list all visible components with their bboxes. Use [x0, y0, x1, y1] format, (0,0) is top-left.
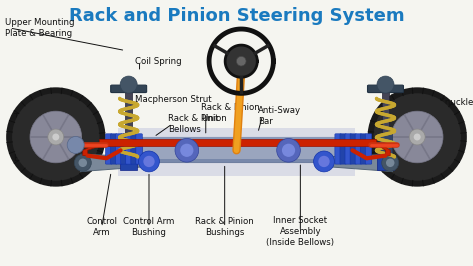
Ellipse shape [314, 151, 334, 172]
Ellipse shape [6, 87, 105, 187]
FancyBboxPatch shape [105, 134, 112, 164]
FancyBboxPatch shape [360, 134, 367, 164]
FancyBboxPatch shape [142, 137, 336, 140]
FancyBboxPatch shape [136, 134, 142, 164]
Ellipse shape [391, 111, 443, 163]
FancyBboxPatch shape [99, 139, 376, 146]
Ellipse shape [377, 76, 394, 93]
Polygon shape [83, 146, 106, 156]
FancyBboxPatch shape [115, 134, 122, 164]
Ellipse shape [53, 134, 59, 140]
Ellipse shape [414, 134, 420, 140]
Ellipse shape [79, 159, 87, 167]
Ellipse shape [120, 76, 137, 93]
Ellipse shape [175, 139, 199, 162]
Text: Control Arm
Bushing: Control Arm Bushing [123, 217, 175, 238]
Polygon shape [322, 154, 393, 172]
Ellipse shape [374, 93, 461, 181]
FancyBboxPatch shape [365, 134, 372, 164]
Text: Outer
Tie-Rod End: Outer Tie-Rod End [14, 124, 66, 144]
Ellipse shape [180, 144, 193, 157]
FancyBboxPatch shape [111, 85, 147, 93]
Ellipse shape [12, 93, 99, 181]
Ellipse shape [282, 144, 295, 157]
Ellipse shape [74, 154, 91, 171]
Text: Tire: Tire [14, 113, 30, 122]
Polygon shape [371, 146, 390, 156]
FancyBboxPatch shape [142, 137, 336, 162]
FancyBboxPatch shape [111, 134, 117, 164]
Text: Steering Knuckle: Steering Knuckle [400, 98, 473, 107]
Ellipse shape [143, 156, 155, 167]
FancyBboxPatch shape [345, 134, 351, 164]
Text: Upper Mounting
Plate & Bearing: Upper Mounting Plate & Bearing [5, 18, 74, 38]
Ellipse shape [139, 151, 159, 172]
FancyBboxPatch shape [350, 134, 357, 164]
FancyBboxPatch shape [118, 128, 355, 176]
FancyBboxPatch shape [125, 90, 132, 165]
Ellipse shape [382, 154, 399, 171]
FancyBboxPatch shape [131, 134, 137, 164]
FancyBboxPatch shape [126, 134, 132, 164]
FancyBboxPatch shape [123, 133, 135, 165]
Text: Ball Joint: Ball Joint [14, 154, 52, 163]
FancyBboxPatch shape [368, 85, 403, 93]
Text: Anti-Sway
Bar: Anti-Sway Bar [258, 106, 301, 126]
FancyBboxPatch shape [355, 134, 361, 164]
Ellipse shape [386, 159, 394, 167]
Text: Rack & Pinion
Unit: Rack & Pinion Unit [201, 103, 260, 123]
Text: Inner Socket
Assembly
(Inside Bellows): Inner Socket Assembly (Inside Bellows) [266, 216, 334, 247]
Text: Macpherson Strut: Macpherson Strut [135, 95, 211, 104]
Text: Control
Arm: Control Arm [86, 217, 117, 238]
FancyBboxPatch shape [377, 154, 394, 170]
Ellipse shape [318, 156, 330, 167]
Ellipse shape [225, 45, 257, 77]
Ellipse shape [277, 139, 300, 162]
FancyBboxPatch shape [120, 154, 137, 170]
FancyBboxPatch shape [340, 134, 346, 164]
FancyBboxPatch shape [121, 134, 127, 164]
Ellipse shape [30, 111, 82, 163]
Text: Rack & Pinion
Bellows: Rack & Pinion Bellows [168, 114, 227, 134]
Ellipse shape [48, 129, 64, 145]
Ellipse shape [368, 87, 467, 187]
FancyBboxPatch shape [379, 133, 392, 165]
FancyBboxPatch shape [335, 134, 342, 164]
Polygon shape [80, 154, 151, 172]
Text: Rack and Pinion Steering System: Rack and Pinion Steering System [69, 7, 404, 25]
FancyBboxPatch shape [382, 90, 389, 165]
FancyBboxPatch shape [142, 159, 336, 162]
Text: Rack & Pinion
Bushings: Rack & Pinion Bushings [195, 217, 254, 238]
Ellipse shape [409, 129, 425, 145]
Ellipse shape [67, 136, 84, 153]
Text: Coil Spring: Coil Spring [135, 57, 182, 66]
Ellipse shape [236, 56, 246, 66]
